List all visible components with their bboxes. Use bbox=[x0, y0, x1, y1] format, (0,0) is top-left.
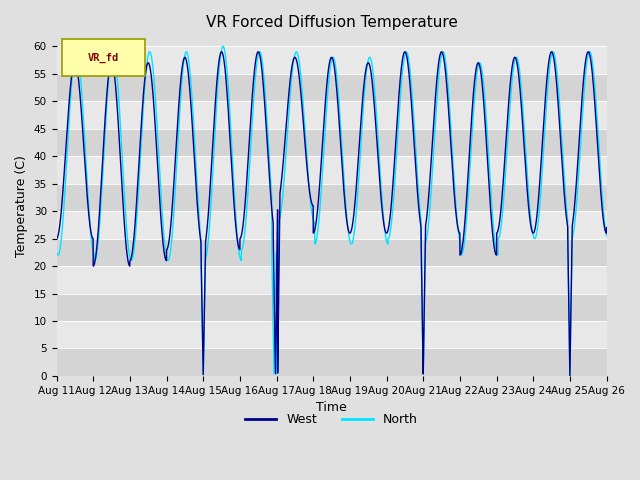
Bar bbox=[56, 266, 607, 294]
X-axis label: Time: Time bbox=[316, 401, 347, 414]
West bbox=[52, 236, 60, 241]
West bbox=[598, 207, 606, 213]
Title: VR Forced Diffusion Temperature: VR Forced Diffusion Temperature bbox=[205, 15, 458, 30]
Bar bbox=[56, 184, 607, 211]
North bbox=[52, 249, 60, 255]
Line: North: North bbox=[56, 47, 607, 375]
Bar bbox=[56, 321, 607, 348]
North bbox=[260, 74, 268, 80]
North bbox=[598, 195, 606, 201]
West bbox=[260, 89, 268, 95]
Line: West: West bbox=[56, 52, 607, 375]
Bar bbox=[56, 129, 607, 156]
West bbox=[566, 372, 573, 378]
North bbox=[300, 99, 307, 105]
North bbox=[180, 56, 188, 61]
Bar bbox=[56, 239, 607, 266]
North bbox=[186, 69, 194, 75]
Bar bbox=[56, 74, 607, 101]
FancyBboxPatch shape bbox=[62, 39, 145, 76]
North bbox=[183, 50, 191, 56]
North bbox=[566, 372, 573, 378]
Bar bbox=[56, 47, 607, 74]
West bbox=[180, 55, 188, 61]
North bbox=[603, 233, 611, 239]
Bar bbox=[56, 211, 607, 239]
North bbox=[219, 44, 227, 49]
West bbox=[186, 90, 194, 96]
West bbox=[603, 225, 611, 230]
Bar bbox=[56, 294, 607, 321]
Bar bbox=[56, 348, 607, 376]
West bbox=[584, 49, 592, 55]
West bbox=[183, 62, 191, 68]
Text: VR_fd: VR_fd bbox=[88, 52, 119, 62]
Y-axis label: Temperature (C): Temperature (C) bbox=[15, 155, 28, 257]
Bar bbox=[56, 101, 607, 129]
Legend: West, North: West, North bbox=[240, 408, 423, 431]
West bbox=[299, 115, 307, 121]
Bar bbox=[56, 156, 607, 184]
